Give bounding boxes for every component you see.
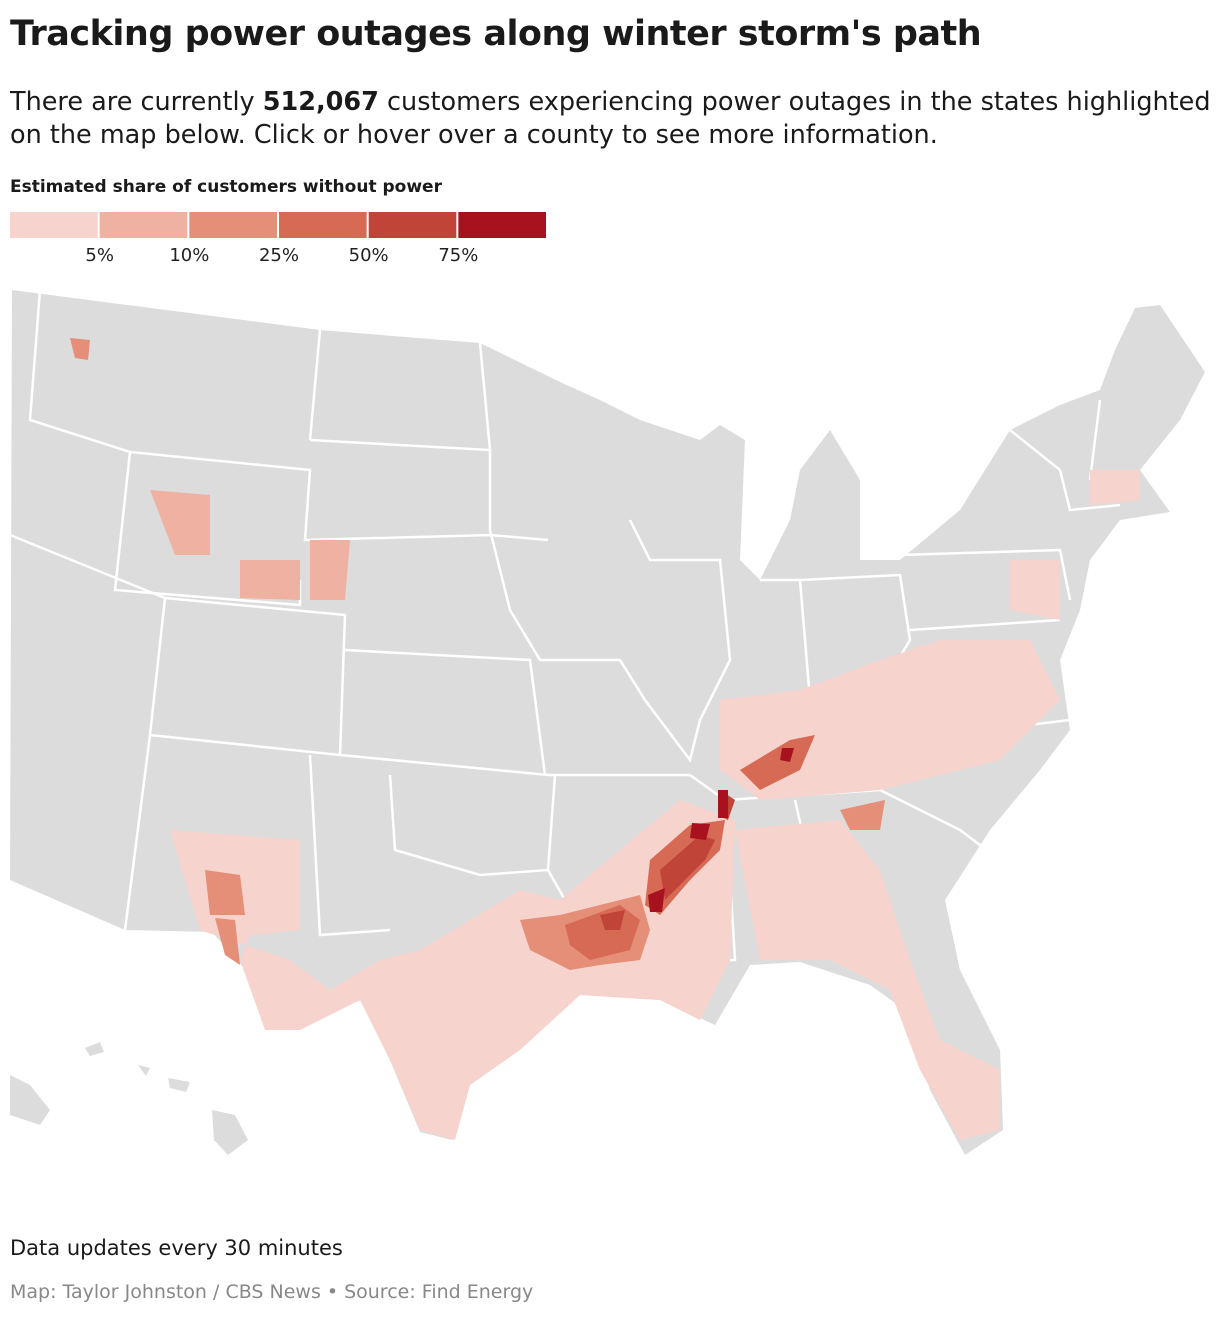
- legend-tick-label: 10%: [169, 245, 209, 266]
- outage-area[interactable]: [150, 490, 350, 600]
- subtitle: There are currently 512,067 customers ex…: [10, 86, 1215, 152]
- map[interactable]: [0, 280, 1220, 1180]
- outage-areas: [70, 338, 1140, 1140]
- state-border: [488, 519, 732, 763]
- legend-swatch: [99, 212, 188, 238]
- state-border: [308, 329, 492, 530]
- legend-tick-label: 25%: [259, 245, 299, 266]
- outage-count: 512,067: [262, 87, 379, 117]
- subtitle-text: There are currently: [10, 87, 263, 117]
- state-border: [388, 774, 557, 877]
- land: [10, 290, 1205, 1155]
- legend-tick-label: 75%: [438, 245, 478, 266]
- legend-tick-label: 5%: [85, 245, 114, 266]
- legend-swatch: [189, 212, 277, 238]
- legend-title: Estimated share of customers without pow…: [10, 177, 442, 197]
- credit: Map: Taylor Johnston / CBS News: [10, 1281, 321, 1303]
- state-border: [1009, 399, 1121, 512]
- title: Tracking power outages along winter stor…: [10, 14, 982, 54]
- hawaii: [138, 1065, 248, 1155]
- legend-swatch: [458, 212, 546, 238]
- legend-swatch: [279, 212, 367, 238]
- legend-swatch: [10, 212, 98, 238]
- alaska: [10, 1042, 104, 1125]
- state-border: [899, 548, 1072, 632]
- legend: 5% 10% 25% 50% 75%: [10, 212, 546, 266]
- outage-area[interactable]: [720, 640, 1060, 800]
- outage-area[interactable]: [860, 470, 1140, 720]
- state-border: [28, 289, 302, 607]
- legend-swatch: [368, 212, 457, 238]
- subtitle-text: customers experiencing power outages in …: [10, 87, 1211, 150]
- contiguous-us[interactable]: [10, 290, 1205, 1155]
- outage-area[interactable]: [735, 820, 1000, 1140]
- credits: Map: Taylor Johnston / CBS News • Source: …: [10, 1281, 539, 1303]
- update-note: Data updates every 30 minutes: [10, 1236, 343, 1260]
- state-border: [129, 450, 549, 542]
- separator: •: [326, 1281, 339, 1303]
- source: Source: Find Energy: [344, 1281, 534, 1303]
- state-border: [123, 734, 391, 937]
- legend-tick-label: 50%: [349, 245, 389, 266]
- outage-area[interactable]: [648, 748, 794, 912]
- outage-area[interactable]: [170, 800, 735, 1140]
- state-border: [164, 596, 547, 776]
- outage-area[interactable]: [70, 338, 245, 965]
- state-border: [9, 533, 690, 777]
